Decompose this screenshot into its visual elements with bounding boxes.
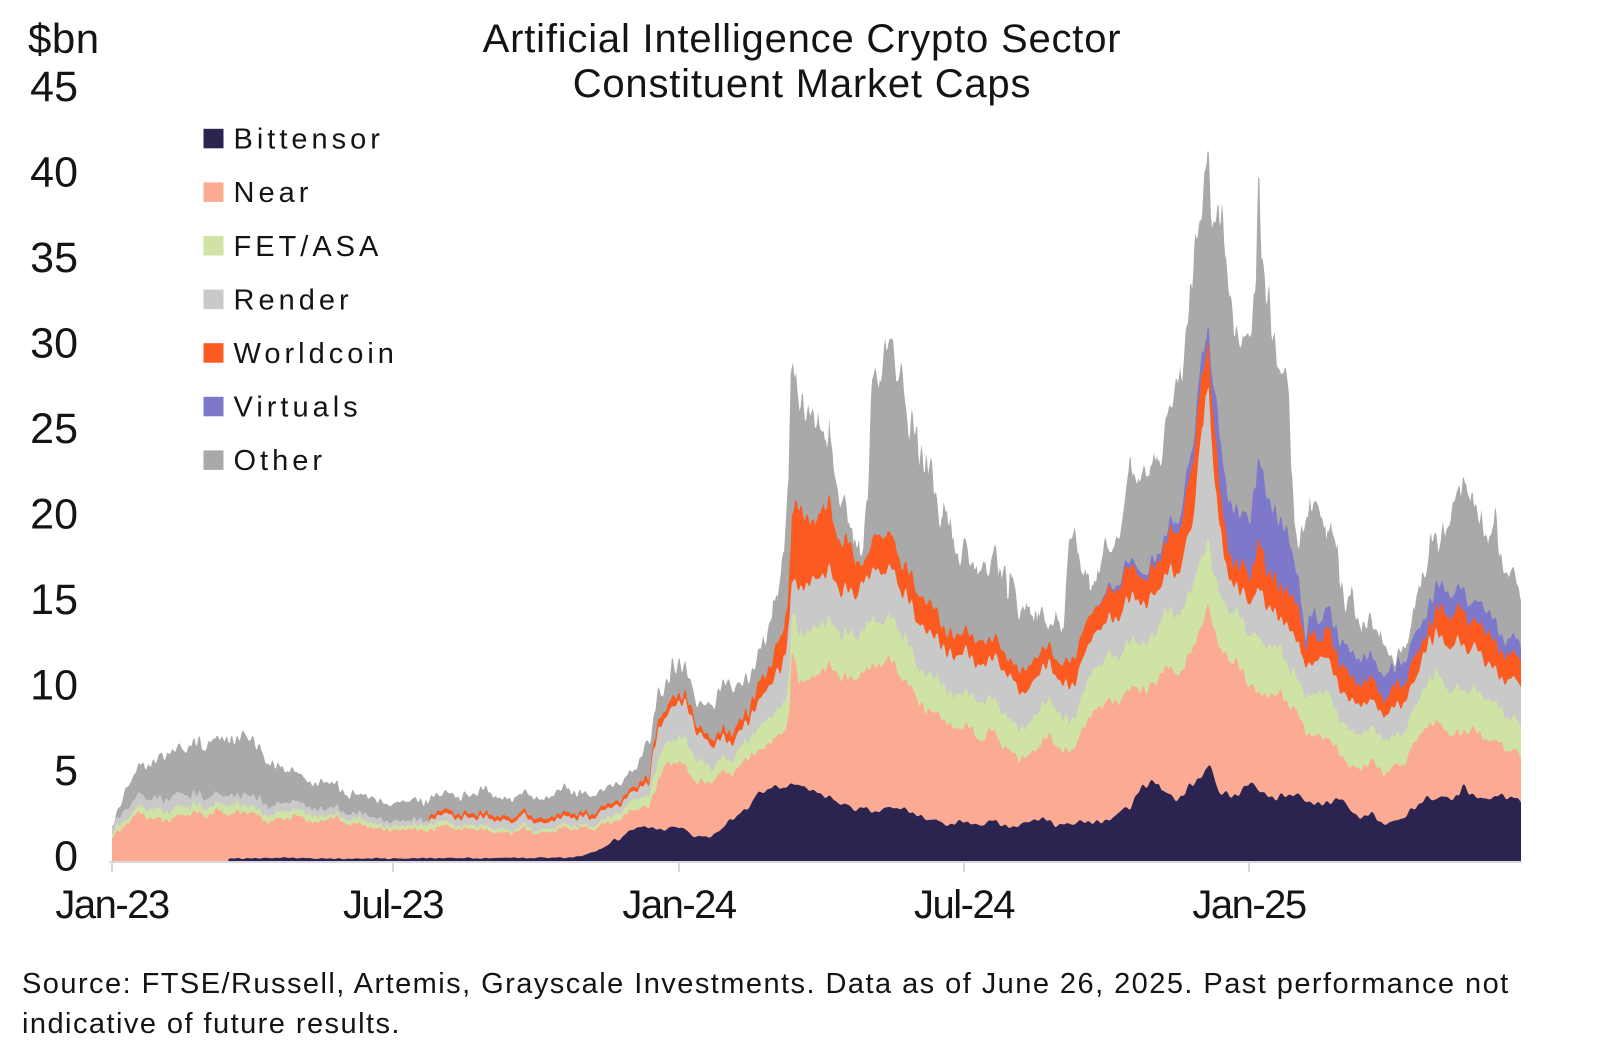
svg-text:Near: Near <box>234 177 313 209</box>
svg-text:Jan-24: Jan-24 <box>622 883 737 927</box>
svg-text:20: 20 <box>30 491 78 539</box>
svg-text:Jul-24: Jul-24 <box>914 883 1015 927</box>
svg-text:Artificial Intelligence Crypto: Artificial Intelligence Crypto Sector <box>483 17 1122 61</box>
svg-text:Worldcoin: Worldcoin <box>234 338 398 370</box>
svg-text:5: 5 <box>54 747 78 795</box>
svg-text:FET/ASA: FET/ASA <box>234 231 383 263</box>
svg-text:Source: FTSE/Russell, Artemis,: Source: FTSE/Russell, Artemis, Grayscale… <box>22 968 1510 1000</box>
svg-text:25: 25 <box>30 405 78 453</box>
svg-text:Jan-23: Jan-23 <box>55 883 169 927</box>
svg-text:15: 15 <box>30 576 78 624</box>
svg-text:$bn: $bn <box>28 15 100 62</box>
svg-text:45: 45 <box>30 63 78 111</box>
svg-text:Bittensor: Bittensor <box>234 124 384 156</box>
svg-text:Virtuals: Virtuals <box>234 392 362 424</box>
svg-text:Other: Other <box>234 445 327 477</box>
svg-text:10: 10 <box>30 662 78 710</box>
svg-text:35: 35 <box>30 234 78 282</box>
svg-text:30: 30 <box>30 320 78 368</box>
svg-text:Jan-25: Jan-25 <box>1192 883 1306 927</box>
svg-text:Constituent Market Caps: Constituent Market Caps <box>573 62 1032 106</box>
svg-text:0: 0 <box>54 833 78 881</box>
svg-text:Render: Render <box>234 284 353 316</box>
svg-text:indicative of future results.: indicative of future results. <box>22 1008 401 1040</box>
svg-text:40: 40 <box>30 149 78 197</box>
svg-text:Jul-23: Jul-23 <box>343 883 443 927</box>
